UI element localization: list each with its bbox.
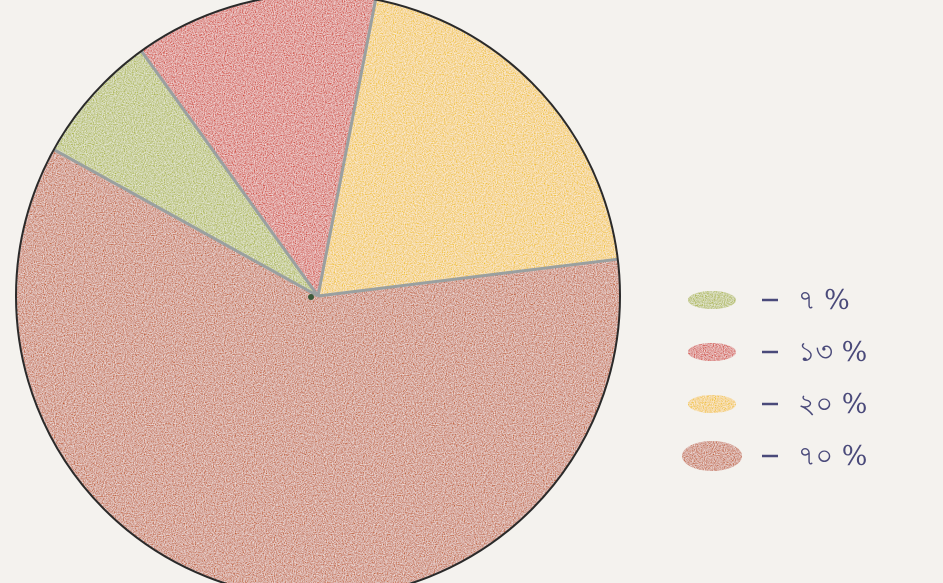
slice-divider-3 bbox=[316, 0, 378, 297]
slice-divider-4 bbox=[317, 257, 618, 298]
pie-outline bbox=[15, 0, 621, 583]
legend-swatch-2 bbox=[688, 343, 736, 361]
pie-slice-3 bbox=[318, 0, 618, 296]
slice-divider-1 bbox=[53, 148, 319, 298]
pie-slice-4 bbox=[16, 149, 620, 583]
pie-slice-1 bbox=[53, 51, 319, 296]
legend-swatch-1 bbox=[688, 291, 736, 309]
legend-label-4: ৭০ % bbox=[798, 441, 867, 472]
slice-dividers bbox=[53, 0, 618, 298]
pie-center-dot bbox=[308, 294, 314, 300]
legend-swatch-4 bbox=[682, 441, 742, 471]
pie-slices bbox=[16, 0, 620, 583]
legend: ৭ % ১৩ % ২০ % ৭০ % bbox=[682, 285, 867, 472]
legend-label-2: ১৩ % bbox=[798, 337, 867, 368]
legend-label-1: ৭ % bbox=[798, 285, 850, 316]
legend-swatch-3 bbox=[688, 395, 736, 413]
legend-label-3: ২০ % bbox=[798, 389, 867, 420]
pie-slice-2 bbox=[141, 0, 376, 296]
slice-divider-2 bbox=[140, 50, 320, 297]
